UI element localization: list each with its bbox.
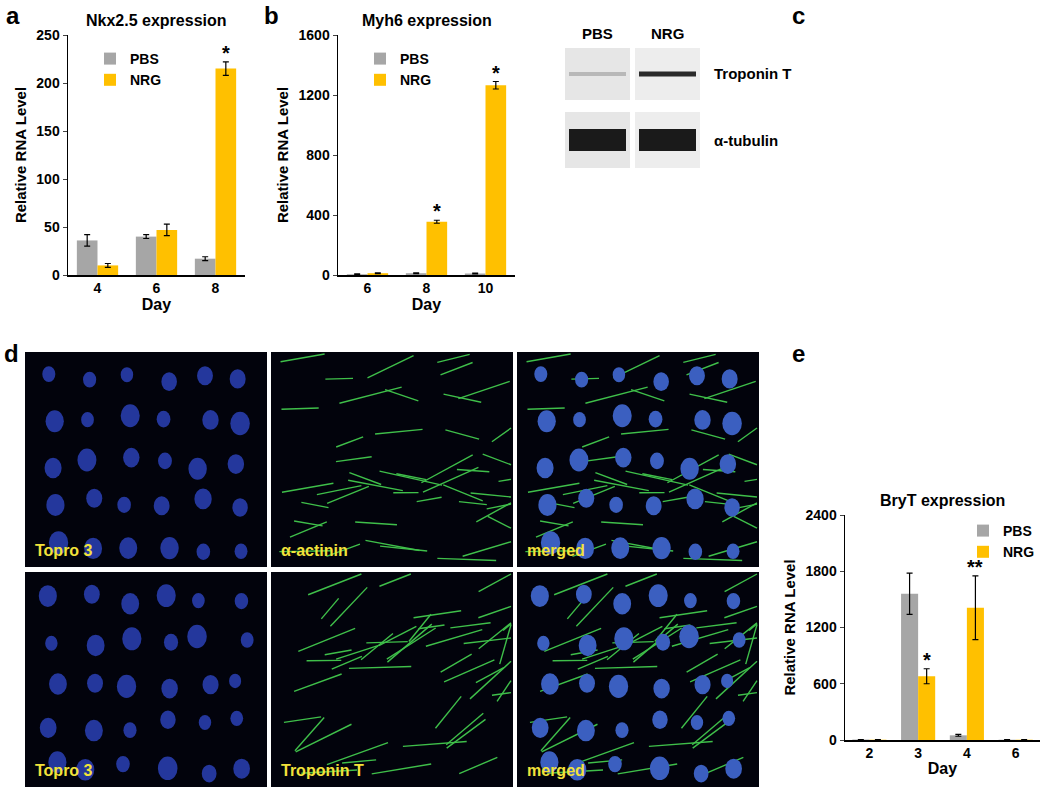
svg-text:1600: 1600: [299, 27, 330, 43]
svg-text:c: c: [792, 2, 805, 29]
svg-text:*: *: [492, 62, 500, 84]
svg-text:Myh6 expression: Myh6 expression: [362, 12, 492, 29]
svg-text:150: 150: [36, 123, 60, 139]
svg-text:NRG: NRG: [1003, 544, 1034, 560]
svg-text:8: 8: [423, 280, 431, 296]
svg-text:Day: Day: [928, 760, 957, 777]
svg-text:3: 3: [914, 745, 922, 761]
svg-text:0: 0: [322, 267, 330, 283]
svg-text:4: 4: [963, 745, 971, 761]
svg-text:8: 8: [212, 280, 220, 296]
svg-text:600: 600: [813, 676, 837, 692]
svg-text:50: 50: [44, 219, 60, 235]
svg-text:Troponin T: Troponin T: [281, 762, 364, 779]
svg-text:6: 6: [364, 280, 372, 296]
svg-text:10: 10: [478, 280, 494, 296]
svg-text:BryT expression: BryT expression: [880, 492, 1005, 509]
svg-text:NRG: NRG: [130, 72, 161, 88]
svg-text:2400: 2400: [806, 507, 837, 523]
svg-text:e: e: [792, 340, 805, 367]
svg-text:1200: 1200: [299, 87, 330, 103]
svg-text:6: 6: [153, 280, 161, 296]
svg-text:4: 4: [94, 280, 102, 296]
svg-text:Nkx2.5 expression: Nkx2.5 expression: [86, 12, 227, 29]
svg-text:PBS: PBS: [130, 51, 159, 67]
svg-text:b: b: [264, 2, 279, 29]
svg-text:*: *: [222, 42, 230, 64]
svg-text:*: *: [923, 649, 931, 671]
svg-text:1800: 1800: [806, 563, 837, 579]
svg-text:1200: 1200: [806, 619, 837, 635]
svg-text:Topro 3: Topro 3: [35, 762, 93, 779]
svg-text:Troponin T: Troponin T: [714, 65, 791, 82]
svg-text:Relative RNA Level: Relative RNA Level: [12, 87, 29, 223]
svg-text:100: 100: [36, 171, 60, 187]
svg-text:NRG: NRG: [651, 25, 684, 42]
svg-text:PBS: PBS: [400, 51, 429, 67]
svg-text:6: 6: [1012, 745, 1020, 761]
svg-text:2: 2: [865, 745, 873, 761]
svg-text:PBS: PBS: [582, 25, 613, 42]
svg-text:Day: Day: [142, 296, 171, 313]
svg-text:250: 250: [36, 27, 60, 43]
svg-text:0: 0: [52, 267, 60, 283]
svg-text:a: a: [6, 2, 20, 29]
svg-text:*: *: [433, 200, 441, 222]
svg-text:0: 0: [829, 732, 837, 748]
svg-text:Day: Day: [412, 296, 441, 313]
svg-text:α-tubulin: α-tubulin: [714, 132, 778, 149]
svg-text:PBS: PBS: [1003, 523, 1032, 539]
svg-text:Topro 3: Topro 3: [35, 542, 93, 559]
svg-text:Relative RNA Level: Relative RNA Level: [781, 559, 798, 695]
svg-text:α-actinin: α-actinin: [281, 542, 348, 559]
svg-text:200: 200: [36, 75, 60, 91]
svg-text:800: 800: [306, 147, 330, 163]
svg-text:merged: merged: [527, 762, 585, 779]
svg-text:Relative RNA Level: Relative RNA Level: [274, 87, 291, 223]
svg-text:400: 400: [306, 207, 330, 223]
svg-text:merged: merged: [527, 542, 585, 559]
svg-text:NRG: NRG: [400, 72, 431, 88]
svg-text:**: **: [967, 556, 983, 578]
svg-text:d: d: [4, 340, 19, 367]
